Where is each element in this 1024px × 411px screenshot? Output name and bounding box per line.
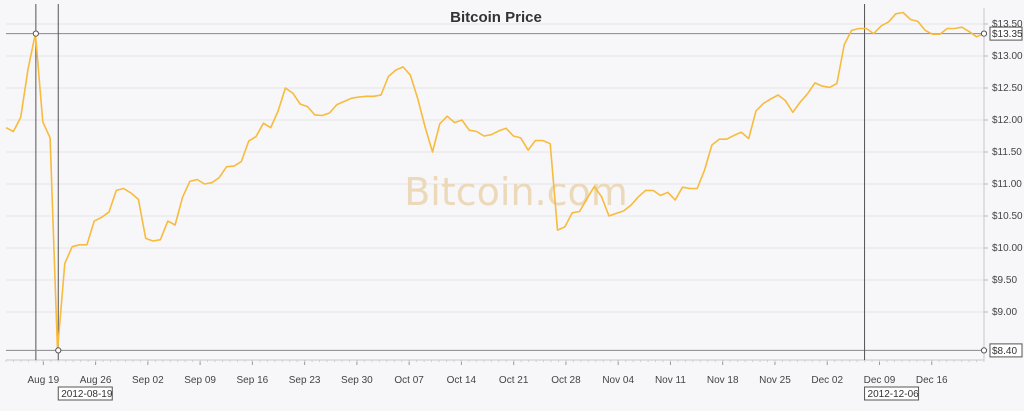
x-tick-label: Oct 07	[394, 375, 424, 386]
y-tick-label: $11.50	[992, 147, 1022, 158]
y-tick-label: $9.00	[992, 307, 1017, 318]
watermark-logo: Bitcoin.com	[404, 170, 628, 214]
crosshair-value-tag	[989, 343, 1023, 358]
x-tick-label: Oct 14	[447, 375, 477, 386]
x-tick-label: Nov 04	[602, 375, 634, 386]
y-tick-label: $12.50	[992, 83, 1023, 94]
crosshair-value-tag	[989, 26, 1023, 41]
crosshair-axis-marker	[980, 30, 988, 37]
x-tick-label: Aug 19	[27, 375, 59, 386]
y-tick-label: $13.50	[992, 19, 1023, 30]
y-tick-label: $12.00	[992, 115, 1023, 126]
crosshair-value-text: $8.40	[992, 346, 1017, 357]
crosshair-point-marker	[32, 30, 39, 37]
crosshair-date-text: 2012-12-06	[868, 389, 920, 400]
x-tick-label: Sep 30	[341, 375, 373, 386]
y-tick-label: $10.00	[992, 243, 1023, 254]
crosshair-date-text: 2012-08-19	[61, 389, 113, 400]
x-tick-label: Nov 25	[759, 375, 791, 386]
y-tick-label: $11.00	[992, 179, 1022, 190]
x-tick-label: Sep 23	[289, 375, 321, 386]
axes: $9.00 $9.50 $10.00 $10.50 $11.00 $11.50 $12.00…	[5, 8, 1023, 386]
x-tick-label: Nov 18	[707, 375, 739, 386]
x-tick-label: Sep 16	[237, 375, 269, 386]
x-tick-label: Oct 28	[551, 375, 581, 386]
x-tick-label: Sep 09	[184, 375, 216, 386]
crosshairs: $13.35 $8.40 2012-08-19 2012-12-06	[6, 4, 1023, 401]
x-tick-label: Sep 02	[132, 375, 164, 386]
crosshair-value-text: $13.35	[992, 29, 1023, 40]
y-tick-label: $9.50	[992, 275, 1017, 286]
x-tick-label: Oct 21	[499, 375, 529, 386]
x-tick-label: Dec 16	[916, 375, 948, 386]
x-tick-label: Aug 26	[80, 375, 112, 386]
crosshair-date-tag	[57, 386, 113, 401]
x-tick-label: Dec 09	[864, 375, 896, 386]
crosshair-axis-marker	[980, 347, 988, 354]
x-tick-label: Nov 11	[655, 375, 686, 386]
x-tick-label: Dec 02	[811, 375, 843, 386]
crosshair-date-tag	[864, 386, 920, 401]
chart-title: Bitcoin Price	[450, 9, 542, 26]
y-tick-label: $13.00	[992, 51, 1023, 62]
crosshair-point-marker	[55, 347, 62, 354]
grid-lines	[6, 23, 984, 313]
y-tick-label: $10.50	[992, 211, 1023, 222]
price-series-line[interactable]	[5, 11, 985, 352]
crosshair-markers	[32, 30, 988, 354]
